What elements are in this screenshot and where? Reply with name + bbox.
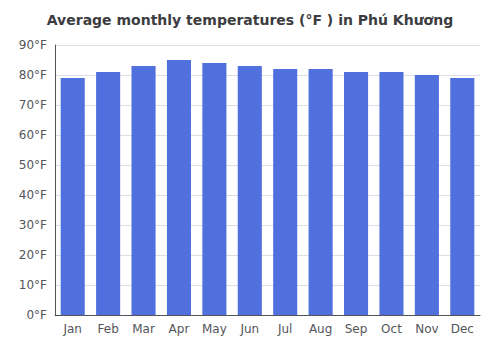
svg-text:May: May — [202, 322, 227, 336]
svg-text:Dec: Dec — [451, 322, 474, 336]
svg-text:50°F: 50°F — [19, 158, 47, 172]
svg-text:Jul: Jul — [277, 322, 292, 336]
svg-text:20°F: 20°F — [19, 248, 47, 262]
svg-text:40°F: 40°F — [19, 188, 47, 202]
svg-text:Average monthly temperatures (: Average monthly temperatures (°F ) in Ph… — [47, 12, 453, 28]
svg-text:Aug: Aug — [309, 322, 332, 336]
svg-text:Nov: Nov — [415, 322, 438, 336]
svg-text:Oct: Oct — [381, 322, 402, 336]
svg-text:70°F: 70°F — [19, 98, 47, 112]
svg-text:Mar: Mar — [132, 322, 155, 336]
svg-text:80°F: 80°F — [19, 68, 47, 82]
svg-text:90°F: 90°F — [19, 38, 47, 52]
svg-text:0°F: 0°F — [26, 308, 47, 322]
svg-text:10°F: 10°F — [19, 278, 47, 292]
svg-text:30°F: 30°F — [19, 218, 47, 232]
svg-text:Apr: Apr — [169, 322, 190, 336]
svg-text:Sep: Sep — [345, 322, 368, 336]
svg-text:Feb: Feb — [98, 322, 119, 336]
svg-text:Jan: Jan — [62, 322, 82, 336]
svg-text:Jun: Jun — [239, 322, 259, 336]
svg-text:60°F: 60°F — [19, 128, 47, 142]
